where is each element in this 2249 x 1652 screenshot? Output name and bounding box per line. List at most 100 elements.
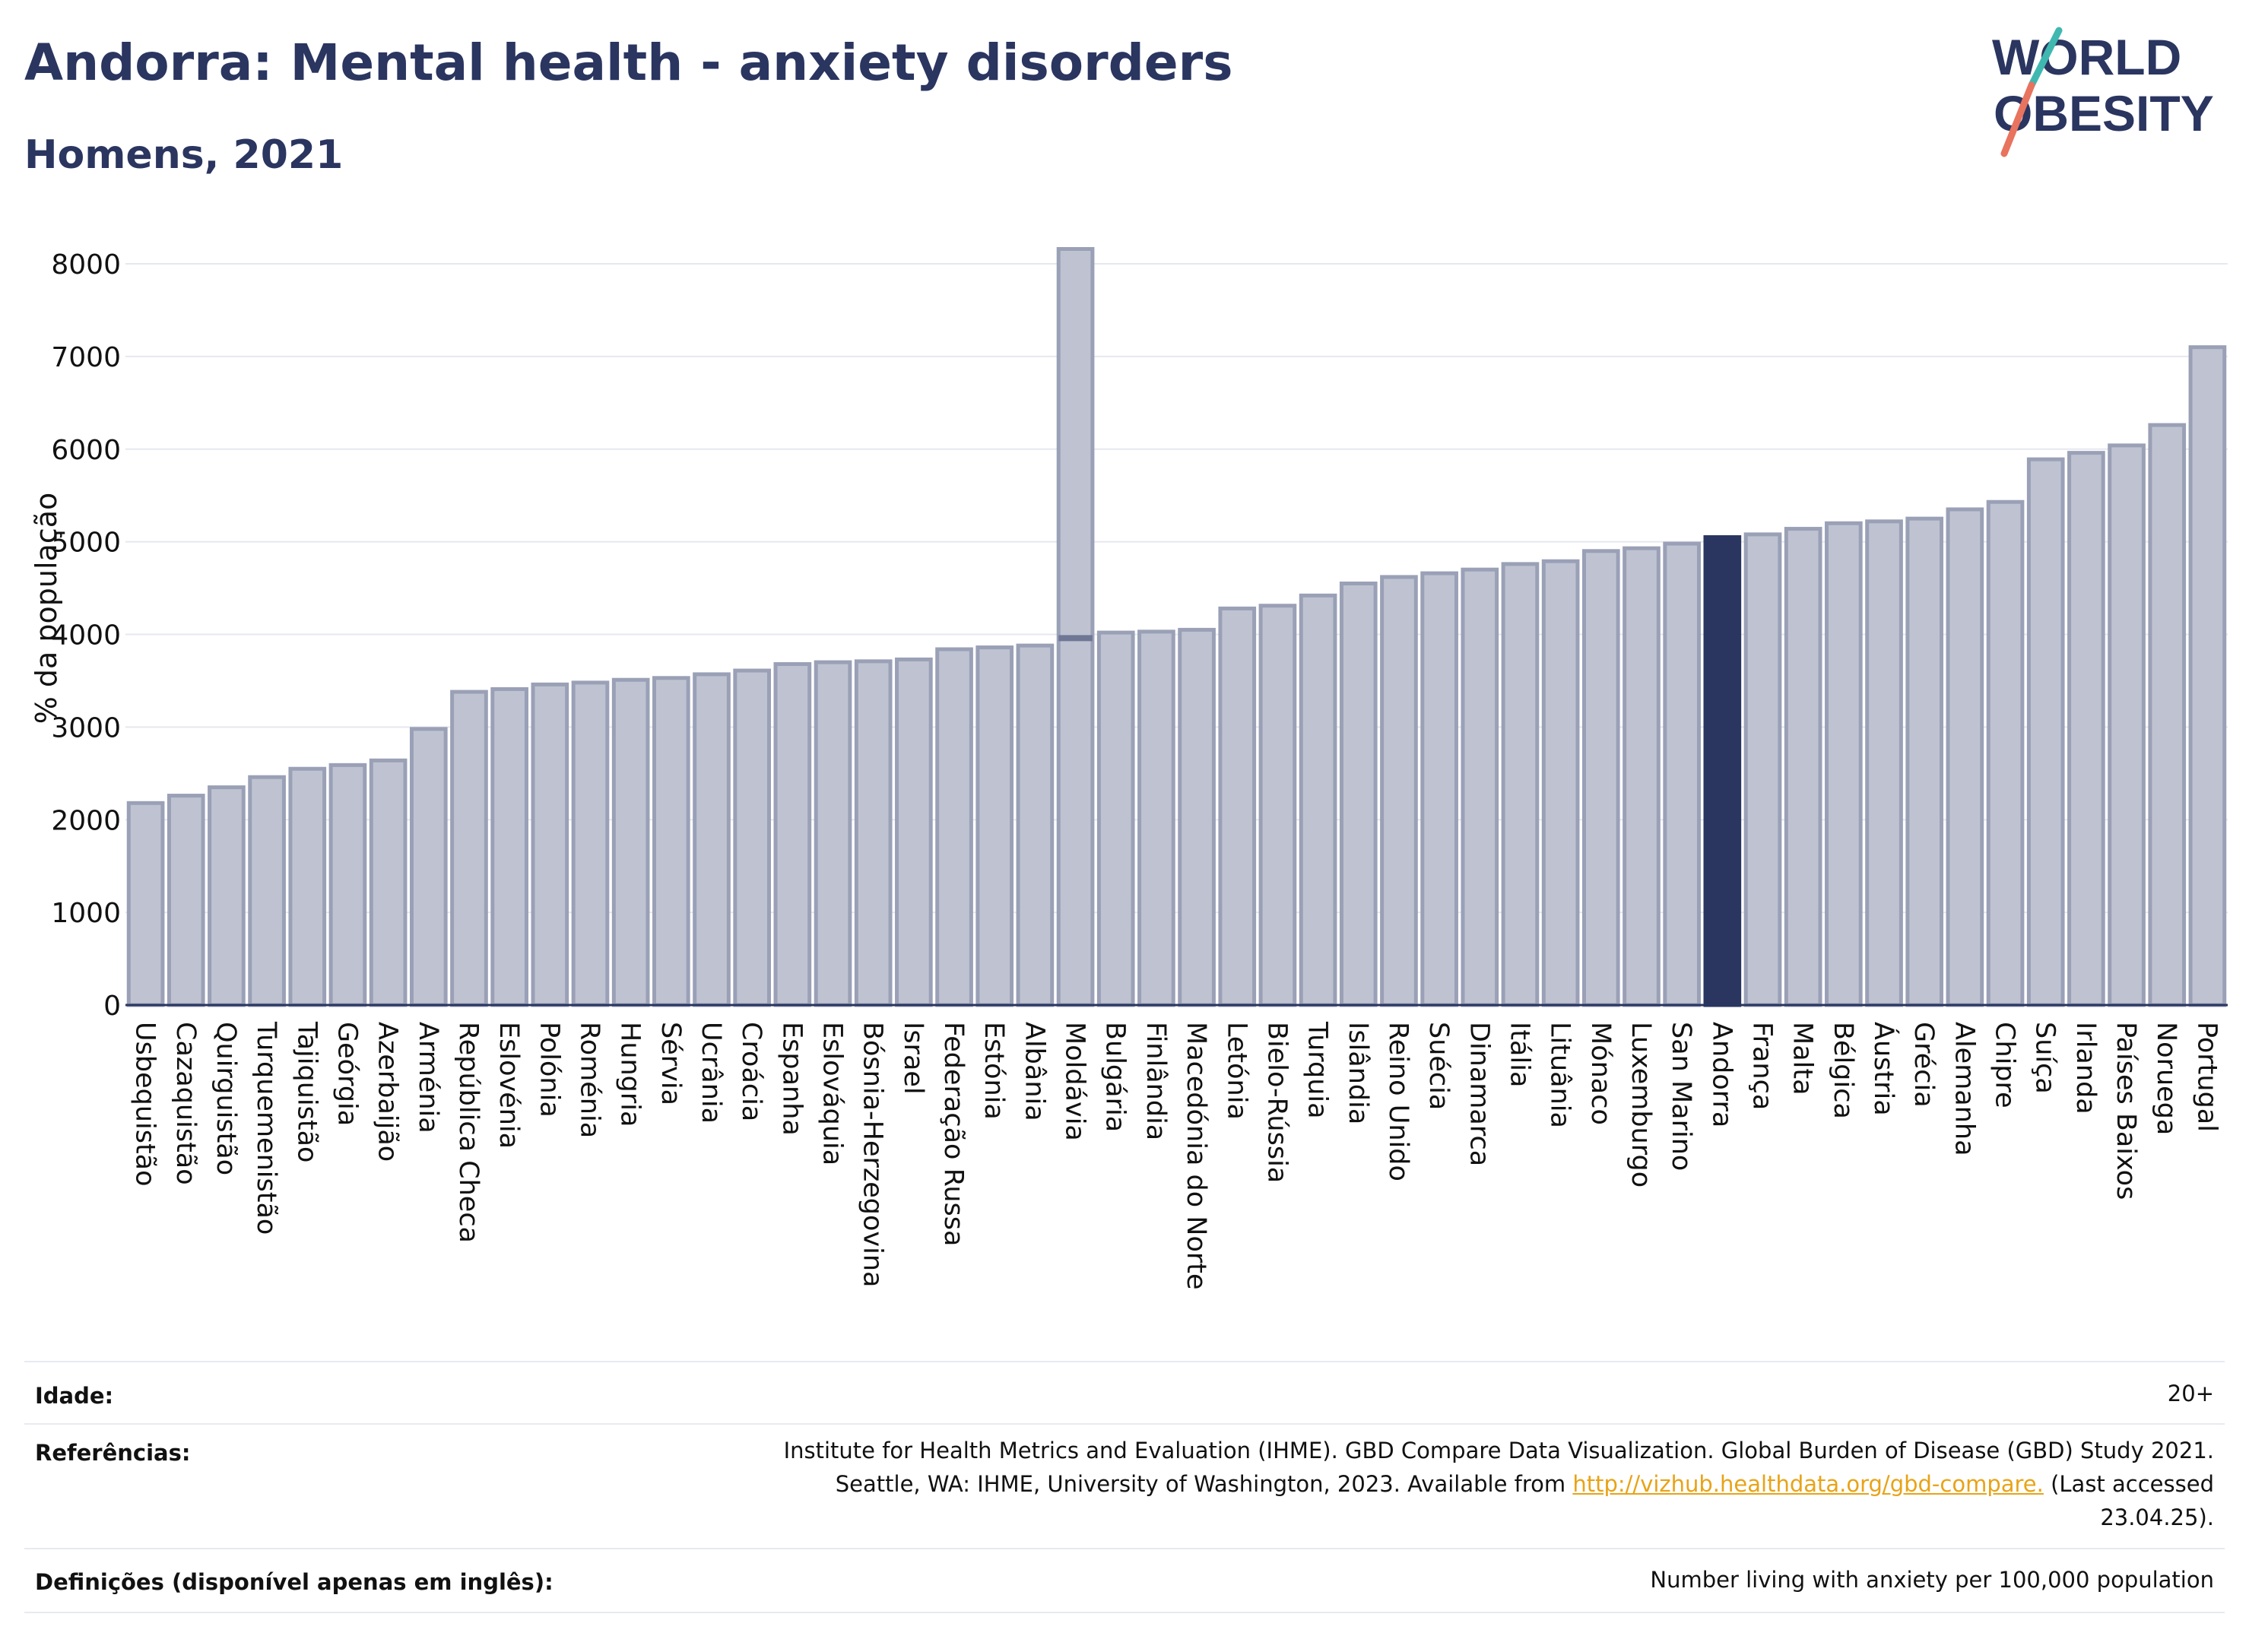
x-tick-label: Letónia xyxy=(1221,1022,1251,1120)
bar xyxy=(814,660,852,1007)
bar xyxy=(773,662,812,1007)
bar xyxy=(1581,549,1620,1007)
x-tick-label: Bulgária xyxy=(1100,1022,1131,1132)
bar xyxy=(1218,606,1257,1007)
references-line-3: 23.04.25). xyxy=(2100,1505,2214,1530)
x-tick-label: Reino Unido xyxy=(1383,1022,1413,1181)
bar xyxy=(167,794,205,1007)
x-tick-label: Roménia xyxy=(574,1022,604,1138)
info-table: Idade: 20+ Referências: Institute for He… xyxy=(24,1361,2225,1619)
bar xyxy=(369,758,408,1007)
references-line-2: Seattle, WA: IHME, University of Washing… xyxy=(784,1467,2214,1501)
references-line-2-pre: Seattle, WA: IHME, University of Washing… xyxy=(835,1471,1573,1497)
bar xyxy=(2188,345,2227,1007)
y-tick-label: 1000 xyxy=(51,898,121,929)
age-label: Idade: xyxy=(35,1383,114,1409)
bar xyxy=(1865,519,1903,1007)
x-tick-label: Suécia xyxy=(1423,1022,1454,1110)
bar xyxy=(1380,575,1418,1007)
x-tick-label: Andorra xyxy=(1706,1022,1737,1127)
y-tick-label: 7000 xyxy=(51,342,121,373)
x-tick-label: Noruega xyxy=(2151,1022,2181,1135)
bar xyxy=(1743,532,1782,1007)
bar xyxy=(450,690,488,1007)
x-tick-label: Dinamarca xyxy=(1464,1022,1494,1166)
references-link[interactable]: http://vizhub.healthdata.org/gbd-compare… xyxy=(1572,1471,2044,1497)
bar xyxy=(1137,629,1175,1007)
bar-chart: 0 1000 2000 3000 4000 5000 6000 7000 8000 Usbequ… xyxy=(30,247,2228,1290)
x-tick-label: Federação Russa xyxy=(938,1022,969,1246)
x-tick-label: Cazaquistão xyxy=(170,1022,201,1185)
x-tick-label: Chipre xyxy=(1990,1022,2020,1108)
x-tick-label: Albânia xyxy=(1019,1022,1049,1121)
references-text: Institute for Health Metrics and Evaluat… xyxy=(784,1434,2214,1534)
bar xyxy=(328,763,367,1007)
bars xyxy=(125,247,2228,1007)
x-tick-label: Bósnia-Herzegovina xyxy=(858,1022,888,1288)
bar xyxy=(409,727,448,1007)
bar xyxy=(935,647,973,1007)
x-tick-label: Hungria xyxy=(615,1022,646,1127)
x-tick-label: Portugal xyxy=(2191,1022,2222,1132)
bar-highlight xyxy=(1703,535,1742,1007)
x-tick-label: Grécia xyxy=(1908,1022,1939,1108)
x-tick-label: Tajiquistão xyxy=(291,1021,322,1162)
x-tick-label: Lituânia xyxy=(1545,1022,1575,1128)
x-tick-label: Turquia xyxy=(1302,1021,1333,1119)
x-tick-label: Usbequistão xyxy=(130,1022,160,1187)
bar xyxy=(1461,567,1499,1007)
bar xyxy=(1825,521,1863,1007)
x-tick-label: Itália xyxy=(1504,1022,1534,1087)
bar xyxy=(1178,627,1216,1007)
bar xyxy=(2067,451,2105,1007)
bar xyxy=(1258,604,1297,1007)
references-line-2-post: (Last accessed xyxy=(2043,1471,2214,1497)
y-tick-label: 5000 xyxy=(51,528,121,559)
x-tick-label: Alemanha xyxy=(1949,1022,1979,1156)
age-value: 20+ xyxy=(2167,1381,2214,1406)
x-tick-label: Bélgica xyxy=(1828,1022,1858,1119)
bar xyxy=(895,657,933,1007)
bar xyxy=(1784,527,1822,1007)
x-tick-label: Azerbaijão xyxy=(373,1022,403,1162)
x-tick-label: Macedónia do Norte xyxy=(1181,1022,1211,1290)
x-tick-label: Ucrânia xyxy=(696,1022,726,1124)
bar xyxy=(1541,559,1580,1007)
x-tick-label: Finlândia xyxy=(1140,1022,1171,1140)
x-tick-label: Irlanda xyxy=(2070,1022,2101,1115)
y-tick-label: 4000 xyxy=(51,620,121,652)
bar xyxy=(490,686,528,1007)
y-tick-label: 3000 xyxy=(51,712,121,744)
bar xyxy=(1096,630,1135,1007)
logo-word-world: WORLD xyxy=(1992,29,2181,85)
x-tick-label: Quirguistão xyxy=(211,1022,241,1175)
x-tick-label: Eslovénia xyxy=(493,1022,524,1149)
bar xyxy=(1946,507,1984,1007)
x-tick-label: Islândia xyxy=(1343,1022,1373,1124)
x-tick-label: Turquemenistão xyxy=(251,1021,281,1235)
bar xyxy=(1420,571,1458,1007)
x-tick-label: Mónaco xyxy=(1585,1022,1616,1125)
bar xyxy=(571,680,610,1007)
info-row-age: Idade: 20+ xyxy=(24,1361,2225,1425)
page-subtitle: Homens, 2021 xyxy=(24,132,344,178)
x-tick-label: Eslováquia xyxy=(817,1022,848,1165)
x-tick-label: San Marino xyxy=(1666,1022,1696,1171)
world-obesity-logo: WORLD OBESITY xyxy=(1992,27,2214,157)
bar xyxy=(1339,581,1378,1007)
info-row-definitions: Definições (disponível apenas em inglês)… xyxy=(24,1548,2225,1613)
bar xyxy=(531,682,569,1007)
bar xyxy=(208,785,246,1007)
y-tick-label: 8000 xyxy=(51,249,121,281)
y-tick-label: 0 xyxy=(103,991,121,1022)
x-tick-label: Suíça xyxy=(2030,1022,2060,1094)
y-tick-label: 2000 xyxy=(51,805,121,836)
bar xyxy=(1016,643,1055,1007)
bar xyxy=(733,668,772,1007)
bar xyxy=(1623,546,1661,1007)
bar xyxy=(652,676,690,1007)
bar xyxy=(1501,562,1540,1007)
x-tick-label: Israel xyxy=(898,1022,928,1095)
bar xyxy=(1056,247,1095,1007)
x-tick-label: Países Baixos xyxy=(2111,1022,2141,1200)
